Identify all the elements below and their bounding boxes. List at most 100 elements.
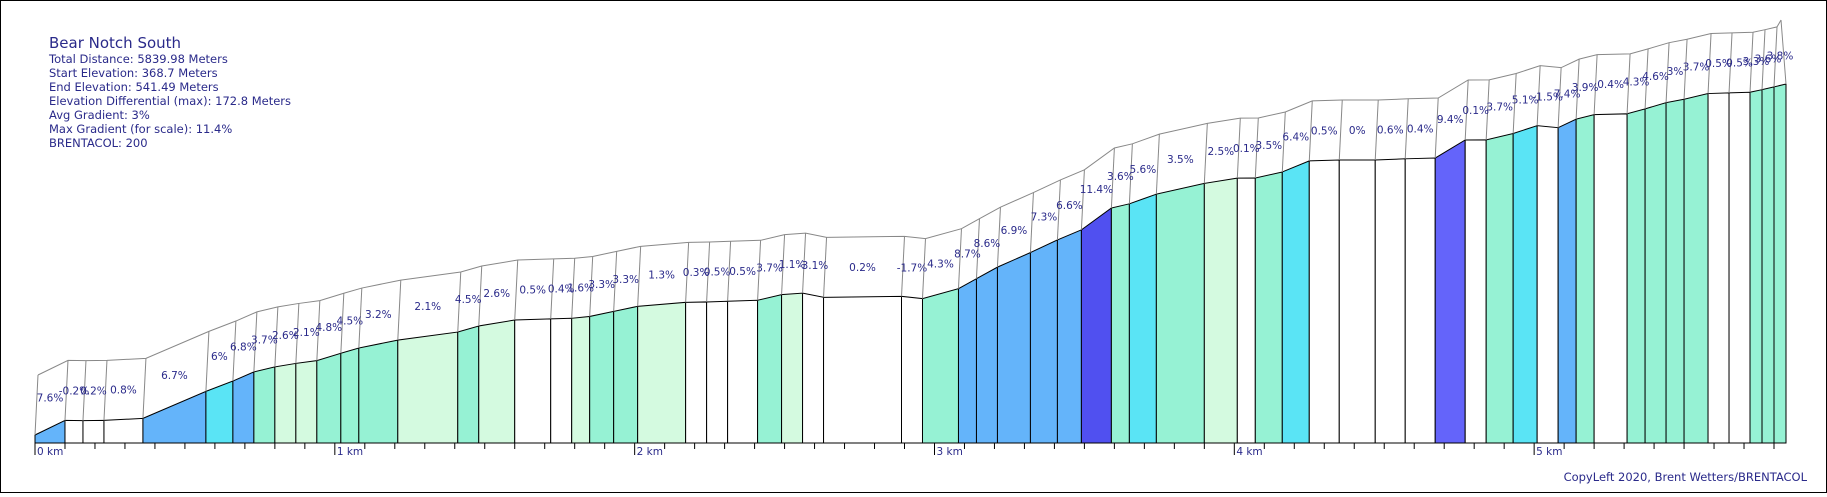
gradient-segment [707,301,728,443]
gradient-label: 6% [211,351,228,363]
start-elevation: Start Elevation: 368.7 Meters [49,66,291,80]
gradient-segment [1513,126,1537,443]
gradient-label: 6.9% [1001,225,1028,237]
segment-divider-line [1156,134,1159,194]
gradient-label: 3.9% [1572,82,1599,94]
gradient-segment [758,295,782,443]
segment-divider-line [143,358,146,418]
gradient-segment [572,316,590,443]
gradient-segment [458,326,479,443]
x-tick-label: 3 km [936,446,962,458]
gradient-label: 1.3% [648,269,675,281]
segment-divider-line [515,260,518,320]
gradient-segment [1057,230,1081,443]
gradient-segment [479,320,515,443]
gradient-label: 11.4% [1080,184,1113,196]
gradient-segment [1375,159,1405,443]
gradient-label: 0.4% [1597,79,1624,91]
gradient-segment [515,319,551,443]
gradient-label: 4.3% [927,259,954,271]
gradient-label: 2.5% [1207,146,1234,158]
gradient-segment [1156,183,1204,443]
gradient-label: 8.6% [974,238,1001,250]
gradient-segment [35,420,65,443]
segment-divider-line [1339,100,1342,160]
gradient-segment [1576,115,1594,443]
gradient-label: 5.6% [1130,164,1157,176]
gradient-label: 8.7% [954,249,981,261]
gradient-segment [1030,240,1057,443]
gradient-label: 0.5% [729,266,756,278]
gradient-segment [1666,99,1684,443]
gradient-segment [614,306,638,443]
gradient-label: 2.1% [414,301,441,313]
gradient-label: 7.3% [1031,211,1058,223]
gradient-segment [1729,92,1750,443]
gradient-segment [1111,204,1129,443]
gradient-label: 3.5% [1255,140,1282,152]
gradient-label: 3.5% [1167,154,1194,166]
gradient-segment [638,302,686,443]
gradient-segment [1645,103,1666,443]
gradient-label: 0.6% [1377,124,1404,136]
gradient-label: 0% [1349,125,1366,137]
gradient-segment [275,363,296,443]
gradient-segment [1405,158,1435,443]
gradient-segment [254,367,275,443]
gradient-segment [958,279,976,443]
gradient-label: 6.6% [1056,200,1083,212]
gradient-label: 0.1% [1462,105,1489,117]
segment-divider-line [398,280,401,340]
gradient-segment [1081,208,1111,443]
gradient-segment [1282,161,1309,443]
gradient-label: 4.5% [455,294,482,306]
gradient-segment [1129,194,1156,443]
end-elevation: End Elevation: 541.49 Meters [49,80,291,94]
gradient-label: 0.5% [704,267,731,279]
gradient-segment [359,340,398,443]
gradient-label: 3.8% [1767,50,1794,62]
gradient-segment [143,391,206,443]
gradient-label: 3.2% [365,309,392,321]
gradient-segment [83,420,104,443]
gradient-segment [1486,133,1513,443]
gradient-segment [782,293,803,443]
x-tick-label: 4 km [1236,446,1262,458]
gradient-segment [398,332,458,443]
gradient-segment [551,318,572,443]
gradient-segment [1237,178,1255,443]
gradient-segment [922,289,958,443]
gradient-segment [1435,140,1465,443]
gradient-segment [1762,87,1774,443]
gradient-label: 4.5% [336,316,363,328]
gradient-segment [1465,140,1486,443]
gradient-segment [206,381,233,443]
segment-divider-line [1435,98,1438,158]
gradient-label: 0.5% [1311,125,1338,137]
gradient-segment [1255,172,1282,443]
gradient-segment [976,267,997,443]
gradient-segment [1774,84,1786,443]
gradient-label: 0.2% [80,386,107,398]
gradient-segment [233,372,254,443]
max-gradient: Max Gradient (for scale): 11.4% [49,122,291,136]
gradient-segment [1594,114,1627,443]
segment-divider-line [206,331,209,391]
gradient-label: 3.7% [1486,102,1513,114]
gradient-segment [686,302,707,443]
gradient-label: 3.3% [588,279,615,291]
gradient-segment [1537,126,1558,443]
gradient-segment [728,300,758,443]
route-title: Bear Notch South [49,35,291,52]
gradient-label: 6.7% [161,370,188,382]
gradient-segment [296,361,317,443]
x-tick-label: 5 km [1536,446,1562,458]
elevation-differential: Elevation Differential (max): 172.8 Mete… [49,94,291,108]
gradient-label: 0.8% [110,384,137,396]
gradient-segment [1339,160,1375,443]
gradient-segment [590,311,614,443]
gradient-label: 3.3% [612,274,639,286]
gradient-segment [1204,178,1237,443]
gradient-label: 6.4% [1282,131,1309,143]
gradient-segment [1708,93,1729,443]
